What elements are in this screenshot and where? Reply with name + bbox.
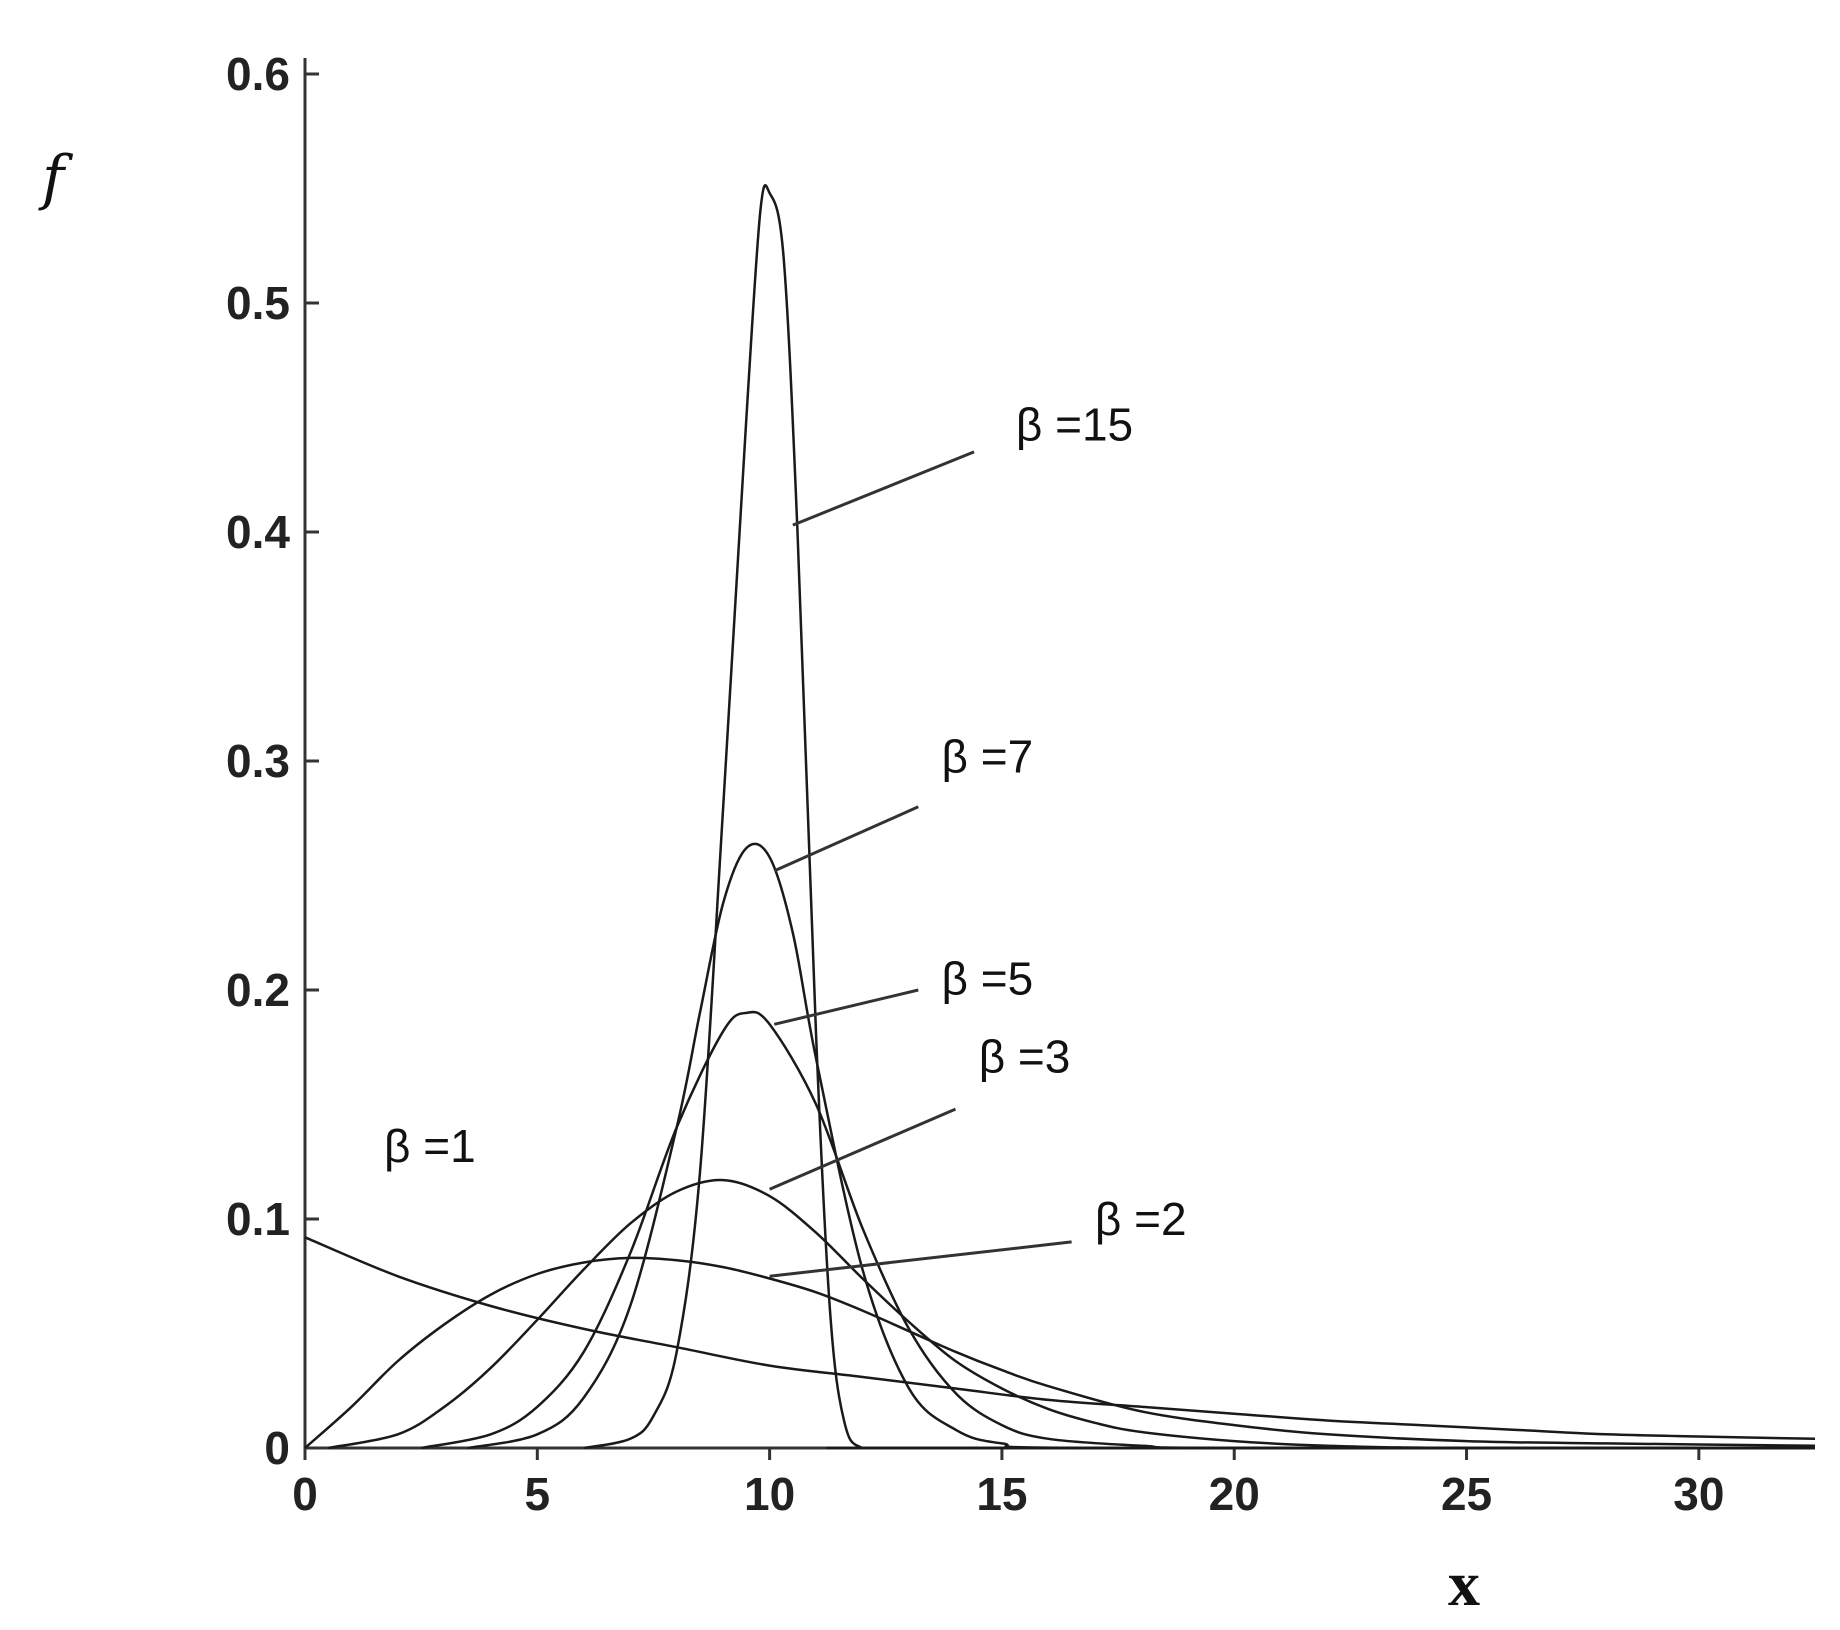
- y-tick-label: 0.4: [226, 506, 290, 558]
- x-tick-label: 10: [744, 1468, 795, 1520]
- x-tick-label: 15: [976, 1468, 1027, 1520]
- leader-line-5: [773, 988, 919, 1026]
- y-tick-label: 0.5: [226, 277, 290, 329]
- series-line-1: [304, 1236, 1816, 1441]
- curve-label-15: β =15: [1016, 398, 1133, 450]
- leader-line-15: [792, 450, 975, 527]
- leader-lines: [769, 450, 1072, 1278]
- series-line-2: [304, 1256, 1816, 1449]
- x-tick-label: 0: [292, 1468, 318, 1520]
- curve-label-3: β =3: [979, 1030, 1071, 1082]
- curve-label-1: β =1: [384, 1120, 476, 1172]
- y-tick-label: 0.1: [226, 1193, 290, 1245]
- x-axis-title: x: [1448, 1548, 1480, 1619]
- y-tick-label: 0: [264, 1422, 290, 1474]
- axes: [303, 58, 1815, 1450]
- curve-labels: β =15 β =7 β =5 β =3 β =2 β =1: [384, 398, 1187, 1245]
- curve-label-5: β =5: [942, 953, 1034, 1005]
- tick-labels: 0 5 10 15 20 25 30 0 0.1 0.2 0.3 0.4 0.5 0.6: [226, 48, 1724, 1520]
- y-tick-label: 0.6: [226, 48, 290, 100]
- series-line-15: [583, 184, 1815, 1450]
- leader-line-7: [773, 805, 919, 873]
- curve-label-2: β =2: [1095, 1193, 1187, 1245]
- y-tick-label: 0.2: [226, 964, 290, 1016]
- leader-line-2: [769, 1240, 1072, 1278]
- x-tick-label: 30: [1673, 1468, 1724, 1520]
- series-line-3: [327, 1178, 1815, 1450]
- y-axis-title: f: [38, 143, 74, 213]
- curves: [304, 184, 1816, 1450]
- x-tick-label: 20: [1209, 1468, 1260, 1520]
- ticks: [303, 72, 1701, 1460]
- x-tick-label: 5: [525, 1468, 551, 1520]
- leader-line-3: [769, 1107, 957, 1191]
- curve-label-7: β =7: [942, 730, 1034, 782]
- y-tick-label: 0.3: [226, 735, 290, 787]
- x-tick-label: 25: [1441, 1468, 1492, 1520]
